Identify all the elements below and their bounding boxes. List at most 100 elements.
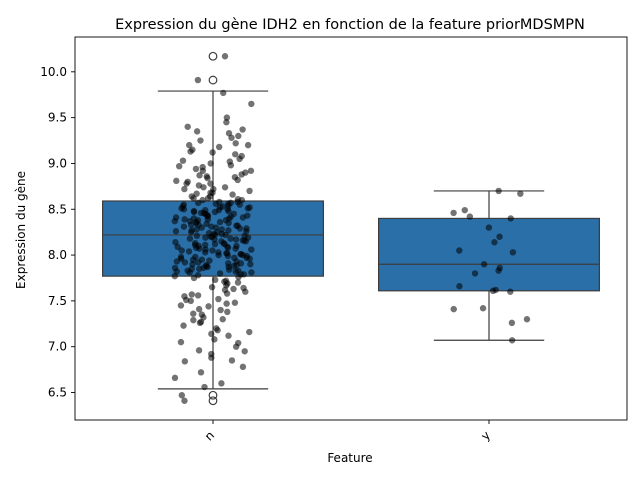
data-point <box>181 358 189 365</box>
data-point <box>495 267 502 274</box>
outlier-point <box>208 75 218 85</box>
data-point <box>489 287 497 295</box>
data-point <box>232 140 239 147</box>
data-point <box>239 126 246 133</box>
data-point <box>188 291 195 298</box>
data-point <box>193 128 201 135</box>
data-point <box>240 271 247 278</box>
data-point <box>186 269 193 276</box>
data-point <box>221 53 229 60</box>
data-point <box>222 277 230 284</box>
data-point <box>183 180 190 187</box>
data-point <box>236 155 243 163</box>
data-point <box>239 363 247 371</box>
y-axis-label: Expression du gène <box>14 171 28 289</box>
data-point <box>211 231 219 239</box>
x-axis-label: Feature <box>327 451 372 465</box>
data-point <box>216 198 223 206</box>
data-point <box>456 247 463 254</box>
data-point <box>485 224 493 231</box>
y-tick-label: 9.0 <box>48 156 67 170</box>
data-point <box>228 357 236 364</box>
data-point <box>230 262 238 270</box>
data-point <box>509 249 517 256</box>
outlier-point <box>208 396 218 406</box>
data-point <box>232 151 239 158</box>
data-point <box>450 209 457 217</box>
data-point <box>174 243 181 251</box>
data-point <box>238 171 245 178</box>
data-point <box>227 199 234 207</box>
data-point <box>180 322 187 329</box>
data-point <box>247 261 254 268</box>
data-point <box>195 347 203 354</box>
data-point <box>193 190 200 197</box>
data-point <box>216 218 224 226</box>
data-point <box>196 172 203 179</box>
y-tick-label: 7.0 <box>48 340 67 354</box>
y-tick-label: 9.5 <box>48 111 67 125</box>
data-point <box>199 167 207 174</box>
outlier-point <box>208 51 218 61</box>
strip-y <box>450 187 531 344</box>
data-point <box>207 160 214 167</box>
data-point <box>218 380 225 387</box>
data-point <box>450 305 457 313</box>
data-point <box>456 283 463 290</box>
data-point <box>235 132 242 140</box>
data-point <box>201 241 209 249</box>
data-point <box>200 264 207 272</box>
data-point <box>224 308 231 316</box>
data-point <box>234 279 242 286</box>
data-point <box>198 256 206 263</box>
data-point <box>197 318 205 326</box>
data-point <box>181 216 188 223</box>
data-point <box>197 137 204 144</box>
y-tick-label: 7.5 <box>48 294 67 308</box>
data-point <box>223 250 231 257</box>
x-tick-label: n <box>202 428 217 443</box>
data-point <box>461 206 468 214</box>
data-point <box>479 305 487 312</box>
y-tick-label: 10.0 <box>40 65 67 79</box>
data-point <box>226 158 234 165</box>
data-point <box>190 274 198 282</box>
data-point <box>172 228 180 235</box>
y-tick-label: 6.5 <box>48 386 67 400</box>
data-point <box>507 215 514 222</box>
data-point <box>214 327 221 334</box>
data-point <box>197 209 205 217</box>
data-point <box>193 232 201 240</box>
data-point <box>186 217 194 225</box>
data-point <box>185 248 193 255</box>
data-point <box>206 193 214 200</box>
data-point <box>224 244 232 251</box>
data-point <box>232 343 240 350</box>
data-point <box>171 217 178 225</box>
data-point <box>204 216 212 223</box>
data-point <box>236 201 243 208</box>
data-point <box>495 187 502 195</box>
data-point <box>221 184 229 191</box>
data-point <box>177 302 185 309</box>
data-point <box>202 234 209 241</box>
data-point <box>223 290 231 297</box>
data-point <box>227 213 235 220</box>
chart-title: Expression du gène IDH2 en fonction de l… <box>115 17 585 33</box>
data-point <box>173 177 180 185</box>
data-point <box>231 173 239 181</box>
data-point <box>211 240 219 248</box>
data-point <box>241 232 248 240</box>
data-point <box>239 214 247 221</box>
data-point <box>209 247 216 254</box>
data-point <box>223 119 230 126</box>
x-tick-label: y <box>478 428 493 443</box>
data-point <box>201 383 208 391</box>
data-point <box>181 185 188 193</box>
data-point <box>225 219 232 227</box>
data-point <box>491 239 498 246</box>
data-point <box>205 303 212 310</box>
data-point <box>206 257 213 264</box>
data-point <box>225 332 232 339</box>
